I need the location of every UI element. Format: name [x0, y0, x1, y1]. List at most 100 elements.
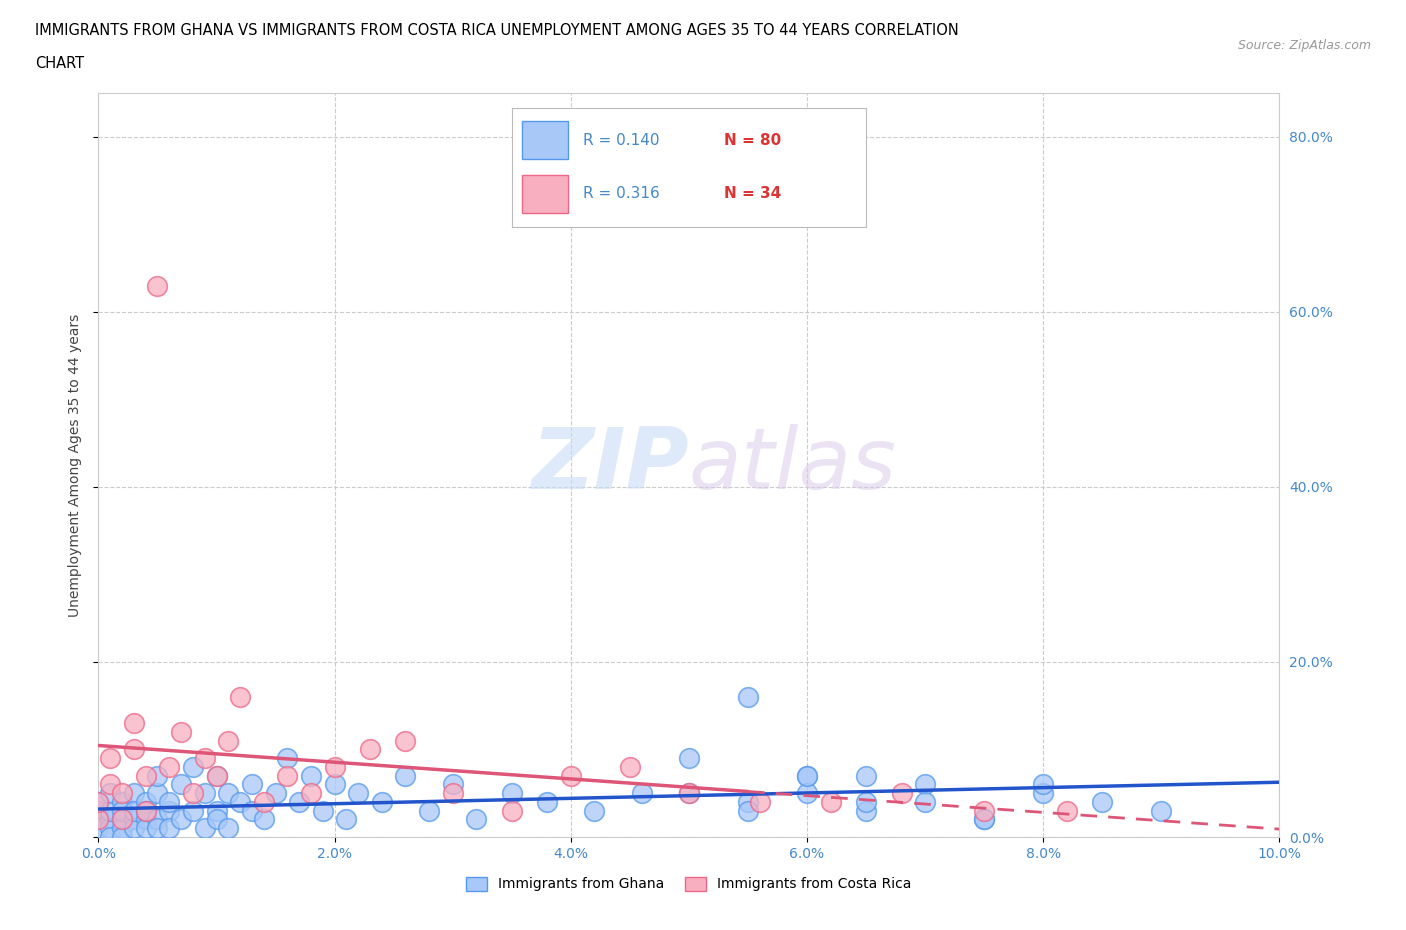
Point: [335, 812, 357, 827]
Point: [146, 821, 169, 836]
Point: [146, 768, 169, 783]
Point: [98, 751, 121, 765]
Point: [87, 812, 110, 827]
Point: [217, 821, 239, 836]
Point: [855, 768, 877, 783]
Point: [122, 786, 145, 801]
Point: [323, 777, 346, 792]
Point: [205, 804, 228, 818]
Point: [619, 760, 641, 775]
Point: [973, 804, 995, 818]
Point: [312, 804, 335, 818]
Point: [98, 821, 121, 836]
Point: [146, 278, 169, 293]
Point: [181, 786, 204, 801]
Point: [820, 794, 842, 809]
Point: [111, 794, 134, 809]
Point: [229, 794, 252, 809]
Point: [501, 786, 523, 801]
Point: [253, 794, 276, 809]
Point: [748, 794, 770, 809]
Point: [796, 768, 818, 783]
Point: [111, 812, 134, 827]
Point: [87, 804, 110, 818]
Text: ZIP: ZIP: [531, 423, 689, 507]
Point: [98, 804, 121, 818]
Point: [394, 733, 416, 748]
Point: [146, 812, 169, 827]
Point: [737, 804, 759, 818]
Point: [87, 821, 110, 836]
Point: [240, 804, 263, 818]
Point: [205, 768, 228, 783]
Point: [678, 786, 700, 801]
Point: [441, 786, 464, 801]
Point: [276, 751, 298, 765]
Point: [737, 689, 759, 704]
Point: [135, 804, 157, 818]
Text: Source: ZipAtlas.com: Source: ZipAtlas.com: [1237, 39, 1371, 52]
Point: [122, 716, 145, 731]
Point: [973, 812, 995, 827]
Point: [194, 786, 217, 801]
Point: [394, 768, 416, 783]
Point: [678, 786, 700, 801]
Point: [194, 751, 217, 765]
Point: [98, 812, 121, 827]
Point: [111, 812, 134, 827]
Point: [323, 760, 346, 775]
Point: [371, 794, 394, 809]
Point: [146, 786, 169, 801]
Point: [122, 812, 145, 827]
Point: [217, 733, 239, 748]
Point: [170, 724, 193, 739]
Point: [973, 812, 995, 827]
Point: [1056, 804, 1078, 818]
Point: [299, 786, 322, 801]
Point: [170, 812, 193, 827]
Legend: Immigrants from Ghana, Immigrants from Costa Rica: Immigrants from Ghana, Immigrants from C…: [461, 871, 917, 897]
Point: [441, 777, 464, 792]
Point: [135, 794, 157, 809]
Point: [359, 742, 381, 757]
Point: [157, 760, 180, 775]
Point: [347, 786, 370, 801]
Point: [98, 777, 121, 792]
Point: [890, 786, 912, 801]
Point: [122, 821, 145, 836]
Point: [87, 812, 110, 827]
Point: [157, 794, 180, 809]
Text: CHART: CHART: [35, 56, 84, 71]
Point: [418, 804, 440, 818]
Point: [737, 794, 759, 809]
Point: [1032, 786, 1054, 801]
Text: IMMIGRANTS FROM GHANA VS IMMIGRANTS FROM COSTA RICA UNEMPLOYMENT AMONG AGES 35 T: IMMIGRANTS FROM GHANA VS IMMIGRANTS FROM…: [35, 23, 959, 38]
Point: [87, 794, 110, 809]
Point: [536, 794, 558, 809]
Point: [253, 812, 276, 827]
Point: [796, 768, 818, 783]
Y-axis label: Unemployment Among Ages 35 to 44 years: Unemployment Among Ages 35 to 44 years: [69, 313, 83, 617]
Point: [630, 786, 652, 801]
Point: [135, 821, 157, 836]
Point: [170, 777, 193, 792]
Point: [205, 768, 228, 783]
Point: [135, 812, 157, 827]
Point: [181, 804, 204, 818]
Text: atlas: atlas: [689, 423, 897, 507]
Point: [98, 830, 121, 844]
Point: [157, 804, 180, 818]
Point: [111, 830, 134, 844]
Point: [914, 777, 936, 792]
Point: [98, 786, 121, 801]
Point: [217, 786, 239, 801]
Point: [240, 777, 263, 792]
Point: [111, 786, 134, 801]
Point: [135, 768, 157, 783]
Point: [229, 689, 252, 704]
Point: [276, 768, 298, 783]
Point: [122, 742, 145, 757]
Point: [501, 804, 523, 818]
Point: [135, 804, 157, 818]
Point: [1150, 804, 1173, 818]
